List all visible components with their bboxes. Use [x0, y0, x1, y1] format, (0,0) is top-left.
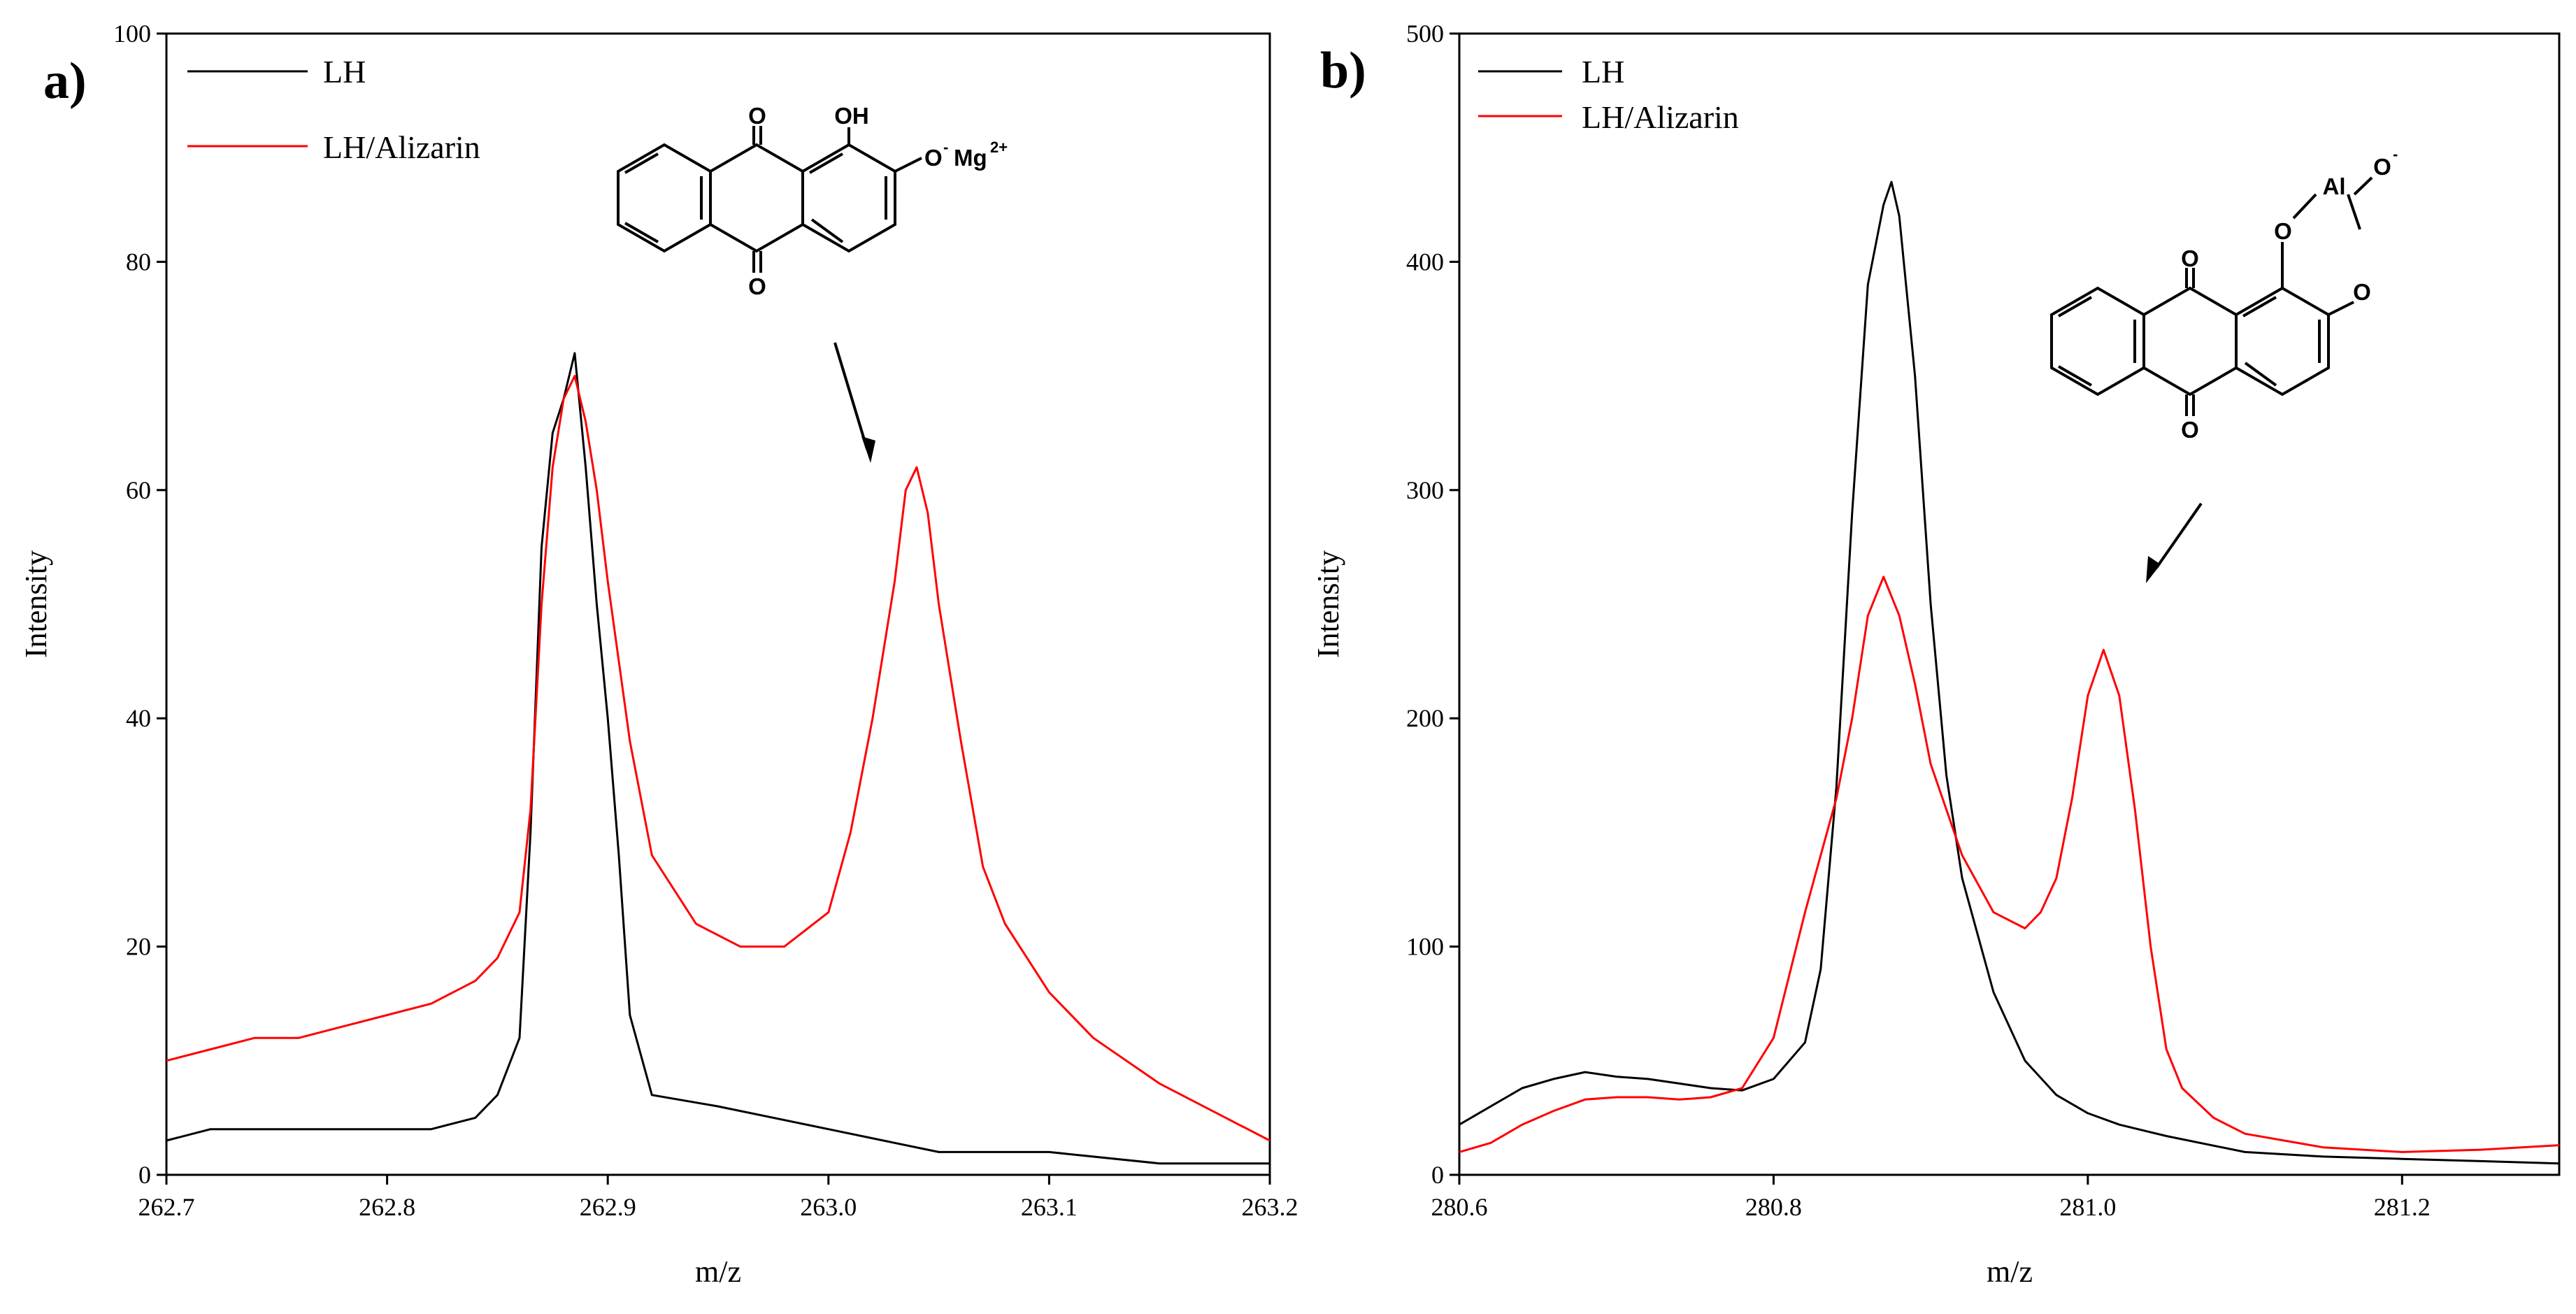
- panel-a-structure-annotation: [617, 126, 922, 463]
- panel-b-plot-frame: [1458, 32, 2561, 1176]
- panel-b-legend: LH LH/Alizarin: [1478, 54, 1739, 135]
- panel-a-x-tick-label: 263.0: [800, 1193, 857, 1221]
- panel-a: a) m/z Intensity 262.7 262.8 262.9 263.0 263…: [19, 20, 1298, 1289]
- panel-b-annotation-arrow: [2155, 502, 2203, 569]
- panel-a-y-ticks: 0 20 40 60 80 100: [113, 20, 166, 1189]
- panel-b-chem-o-phenolate-1: O: [2274, 218, 2292, 244]
- panel-b-x-ticks: 280.6 280.8 281.0 281.2: [1431, 1175, 2431, 1221]
- panel-b-chem-o-minus: O: [2373, 154, 2391, 180]
- panel-b-series-line-lh: [1459, 180, 2560, 1165]
- panel-a-chem-mg-sup: 2+: [990, 138, 1008, 156]
- panel-b: b) m/z Intensity 280.6 280.8 281.0 281.2 0 1…: [1311, 20, 2561, 1289]
- panel-b-chem-o-top: O: [2181, 245, 2199, 271]
- panel-b-y-tick-label: 100: [1406, 933, 1444, 961]
- panel-a-structure-labels: O OH O O - Mg 2+: [748, 103, 1008, 299]
- panel-b-legend-label-lh-alizarin: LH/Alizarin: [1582, 99, 1739, 135]
- panel-b-y-tick-label: 500: [1406, 20, 1444, 48]
- panel-a-y-tick-label: 60: [126, 476, 151, 504]
- panel-a-chem-mg: Mg: [954, 145, 987, 171]
- panel-a-y-tick-label: 0: [138, 1161, 151, 1189]
- panel-a-annotation-arrow: [833, 342, 868, 450]
- panel-b-chem-o-minus-sup: -: [2393, 145, 2398, 163]
- panel-b-y-tick-label: 200: [1406, 704, 1444, 732]
- panel-a-y-axis-label: Intensity: [19, 550, 53, 658]
- panel-b-label: b): [1320, 42, 1366, 99]
- panel-b-x-tick-label: 281.0: [2059, 1193, 2116, 1221]
- panel-a-y-tick-label: 20: [126, 933, 151, 961]
- panel-b-y-axis-label: Intensity: [1311, 550, 1345, 658]
- panel-a-chem-oh: OH: [834, 103, 869, 129]
- panel-a-x-tick-label: 262.8: [359, 1193, 415, 1221]
- panel-a-series-line-lh-alizarin: [166, 375, 1271, 1142]
- panel-b-x-tick-label: 281.2: [2374, 1193, 2431, 1221]
- panel-a-series: [166, 352, 1271, 1165]
- panel-b-chem-al: Al: [2323, 173, 2346, 199]
- panel-b-x-tick-label: 280.6: [1431, 1193, 1488, 1221]
- panel-a-x-ticks: 262.7 262.8 262.9 263.0 263.1 263.2: [138, 1175, 1298, 1221]
- panel-b-y-tick-label: 300: [1406, 476, 1444, 504]
- panel-a-label: a): [43, 52, 87, 110]
- panel-b-y-tick-label: 400: [1406, 248, 1444, 276]
- panel-a-chem-o-top: O: [748, 103, 766, 129]
- panel-b-y-tick-label: 0: [1431, 1161, 1444, 1189]
- panel-a-legend-label-lh-alizarin: LH/Alizarin: [323, 129, 480, 165]
- panel-b-chem-o-phenolate-2: O: [2353, 279, 2371, 305]
- panel-a-x-tick-label: 263.2: [1242, 1193, 1298, 1221]
- panel-b-structure-annotation: [2050, 176, 2373, 583]
- panel-a-chem-o-minus-sup: -: [943, 138, 948, 156]
- panel-b-chem-o-bottom: O: [2181, 417, 2199, 443]
- panel-b-structure-labels: O O O O Al O -: [2181, 145, 2398, 443]
- panel-a-chem-o-bottom: O: [748, 273, 766, 299]
- panel-a-x-tick-label: 262.9: [580, 1193, 636, 1221]
- panel-a-plot-frame: [165, 32, 1271, 1176]
- panel-a-x-tick-label: 263.1: [1021, 1193, 1078, 1221]
- panel-b-y-ticks: 0 100 200 300 400 500: [1406, 20, 1459, 1189]
- panel-a-legend-label-lh: LH: [323, 54, 366, 90]
- panel-a-chem-o-minus: O: [924, 145, 943, 171]
- panel-a-legend: LH LH/Alizarin: [187, 54, 480, 165]
- panel-a-x-tick-label: 262.7: [138, 1193, 195, 1221]
- panel-a-y-tick-label: 40: [126, 704, 151, 732]
- panel-b-series-line-lh-alizarin: [1459, 576, 2560, 1153]
- panel-a-y-tick-label: 80: [126, 248, 151, 276]
- panel-b-x-axis-label: m/z: [1987, 1255, 2033, 1289]
- panel-a-x-axis-label: m/z: [695, 1255, 741, 1289]
- panel-a-y-tick-label: 100: [113, 20, 151, 48]
- panel-b-legend-label-lh: LH: [1582, 54, 1624, 90]
- panel-b-series: [1459, 180, 2560, 1165]
- panel-b-x-tick-label: 280.8: [1745, 1193, 1802, 1221]
